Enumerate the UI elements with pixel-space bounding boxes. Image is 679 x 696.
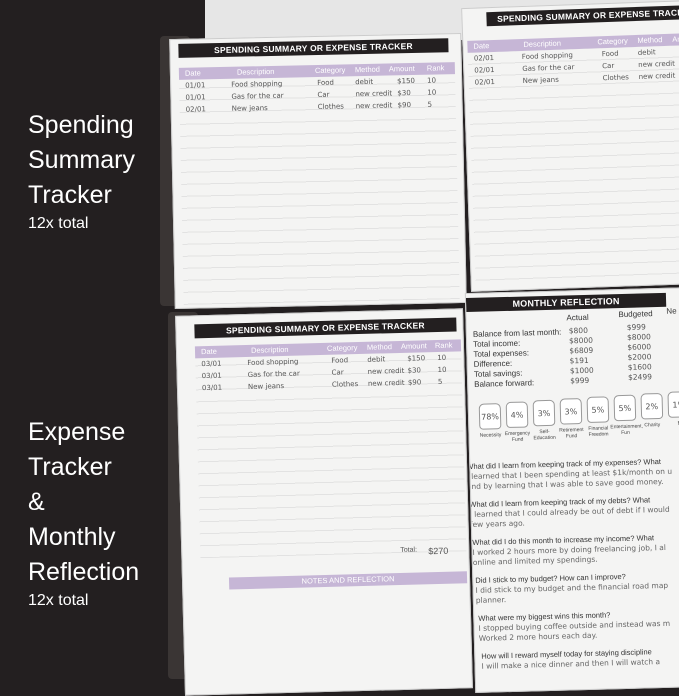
reflection-row-label: Balance from last month:: [472, 327, 562, 339]
tracker-page-top-right: SPENDING SUMMARY OR EXPENSE TRACKER Date…: [461, 0, 679, 292]
reflection-actual: $800: [568, 325, 589, 336]
savings-jar: 3%: [532, 399, 556, 427]
reflection-actual: $999: [570, 375, 590, 386]
reflection-row-label: Difference:: [473, 358, 513, 369]
reflection-budgeted: $999: [626, 322, 646, 332]
page-banner: SPENDING SUMMARY OR EXPENSE TRACKER: [194, 317, 457, 339]
reflection-actual: $1000: [569, 365, 594, 376]
col-actual: Actual: [566, 312, 589, 323]
label-line: Monthly: [28, 523, 116, 551]
jar-label: Emergency Fund: [504, 430, 531, 443]
reflection-row-label: Total savings:: [473, 368, 523, 379]
col-amount: Amount: [388, 63, 415, 74]
savings-jar: 4%: [505, 401, 529, 429]
reflection-page: MONTHLY REFLECTION Actual Budgeted Ne Ba…: [464, 287, 679, 693]
total-value: $270: [428, 545, 449, 557]
tracker-page-bottom-left: SPENDING SUMMARY OR EXPENSE TRACKER Date…: [175, 308, 473, 696]
label-line: Tracker: [28, 181, 112, 209]
col-description: Description: [236, 66, 275, 77]
col-date: Date: [184, 68, 201, 78]
label-line: Spending: [28, 111, 134, 139]
savings-jar: 2%: [640, 392, 664, 420]
reflection-answer: Worked 2 more hours each day.: [478, 630, 598, 643]
col-rank: Rank: [426, 63, 445, 73]
jar-label: Necessity: [479, 432, 502, 439]
jar-label: E: [664, 420, 679, 427]
page-banner: SPENDING SUMMARY OR EXPENSE TRACKER: [178, 38, 449, 58]
savings-jar: 1%: [667, 391, 679, 418]
savings-jar: 3%: [559, 398, 583, 425]
reflection-answer: online and limited my spendings.: [472, 554, 598, 567]
reflection-answer: few years ago.: [469, 518, 525, 530]
label-count: 12x total: [28, 215, 89, 232]
jar-label: Self-Education: [533, 428, 556, 442]
label-line: Summary: [28, 146, 135, 174]
reflection-budgeted: $8000: [626, 332, 651, 342]
reflection-actual: $6809: [569, 345, 594, 356]
savings-jar: 78%: [478, 403, 502, 430]
label-line: Reflection: [28, 558, 140, 586]
page-banner: SPENDING SUMMARY OR EXPENSE TRACKER: [486, 4, 679, 27]
table-grid: [467, 45, 679, 292]
total-label: Total:: [400, 546, 418, 555]
savings-jar: 5%: [586, 396, 610, 423]
label-expense-reflection: Expense Tracker & Monthly Reflection 12x…: [28, 415, 139, 610]
reflection-actual: $191: [569, 355, 589, 366]
savings-jar: 5%: [613, 394, 637, 422]
col-category: Category: [314, 65, 346, 76]
reflection-row-label: Total income:: [473, 338, 521, 349]
reflection-budgeted: $6000: [627, 342, 652, 352]
col-budgeted: Budgeted: [618, 309, 653, 320]
label-line: &: [28, 488, 45, 516]
label-line: Expense: [28, 418, 126, 446]
jar-label: Financial Freedom: [588, 425, 609, 438]
label-spending-tracker: Spending Summary Tracker 12x total: [28, 108, 135, 233]
reflection-budgeted: $2000: [627, 352, 652, 362]
reflection-answer: planner.: [475, 595, 507, 605]
reflection-budgeted: $1600: [627, 362, 652, 372]
reflection-row-label: Balance forward:: [474, 378, 535, 389]
jar-label: Charity: [644, 422, 661, 429]
label-count: 12x total: [28, 592, 89, 609]
reflection-budgeted: $2499: [627, 372, 653, 382]
col-next: Ne: [666, 306, 677, 316]
jar-label: Retirement Fund: [559, 427, 584, 440]
table-grid: [195, 351, 467, 559]
reflection-row-label: Total expenses:: [473, 348, 530, 359]
notes-banner: NOTES AND REFLECTION: [228, 571, 468, 590]
reflection-actual: $8000: [568, 335, 594, 346]
col-method: Method: [354, 64, 381, 75]
tracker-page-top-left: SPENDING SUMMARY OR EXPENSE TRACKER Date…: [169, 32, 467, 310]
jar-label: Entertainment, Fun: [610, 423, 643, 437]
label-line: Tracker: [28, 453, 112, 481]
